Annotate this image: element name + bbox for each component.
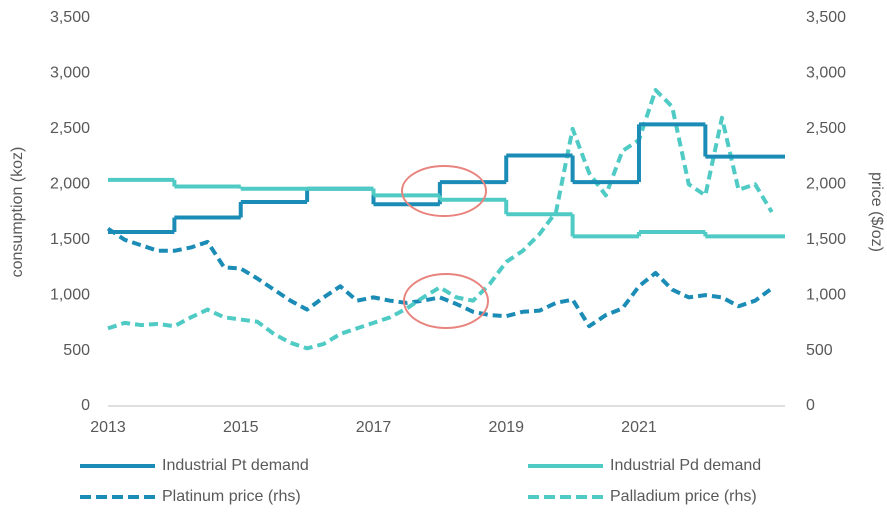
y-axis-label: consumption (koz) [9, 147, 26, 278]
y-tick-label: 0 [81, 397, 90, 414]
plot [106, 88, 785, 351]
y2-tick-label: 500 [806, 342, 833, 359]
y2-tick-label: 0 [806, 397, 815, 414]
y2-tick-label: 3,500 [806, 9, 846, 26]
highlight-ellipse [401, 165, 487, 217]
highlight-ellipse [403, 273, 489, 329]
y2-tick-label: 3,000 [806, 65, 846, 82]
price-line [107, 88, 774, 351]
y-tick-label: 2,000 [50, 176, 90, 193]
x-tick-label: 2013 [90, 419, 126, 436]
price-line [106, 226, 773, 329]
legend-label: Palladium price (rhs) [610, 488, 757, 505]
legend-label: Industrial Pt demand [162, 457, 309, 474]
y-tick-label: 3,500 [50, 9, 90, 26]
y2-axis-label: price ($/oz) [868, 172, 885, 252]
x-tick-label: 2017 [356, 419, 392, 436]
y-tick-label: 3,000 [50, 65, 90, 82]
legend-label: Platinum price (rhs) [162, 488, 301, 505]
y-tick-label: 1,500 [50, 231, 90, 248]
y2-tick-label: 2,500 [806, 120, 846, 137]
legend-label: Industrial Pd demand [610, 457, 761, 474]
y-tick-label: 1,000 [50, 286, 90, 303]
y-tick-label: 2,500 [50, 120, 90, 137]
x-tick-label: 2021 [621, 419, 657, 436]
y-tick-label: 500 [63, 342, 90, 359]
x-tick-label: 2019 [488, 419, 524, 436]
y2-tick-label: 1,500 [806, 231, 846, 248]
y2-tick-label: 1,000 [806, 286, 846, 303]
y2-tick-label: 2,000 [806, 176, 846, 193]
x-tick-label: 2015 [223, 419, 259, 436]
